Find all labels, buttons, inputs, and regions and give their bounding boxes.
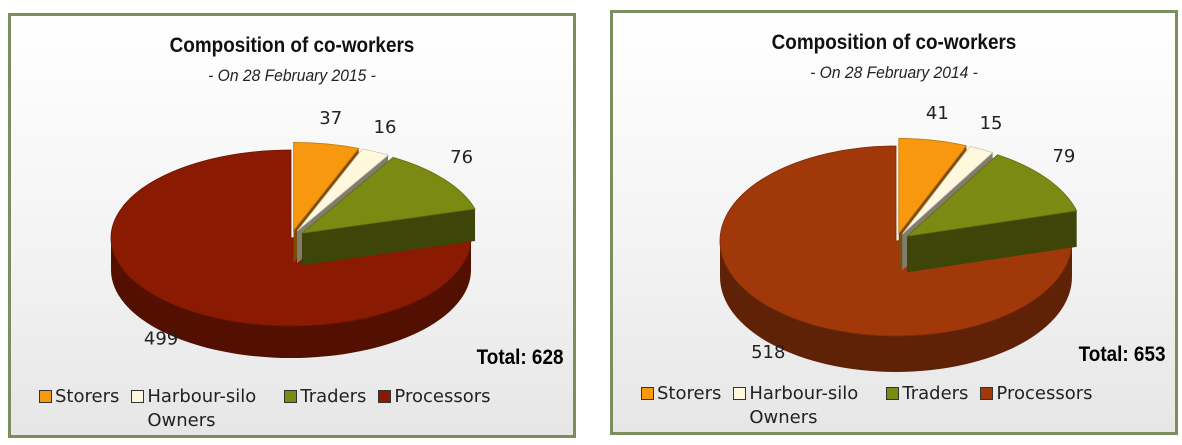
legend-label: Traders <box>902 383 969 404</box>
data-label: 76 <box>450 147 473 168</box>
total-annotation: Total: 628 <box>476 346 563 369</box>
chart-title: Composition of co-workers <box>169 34 415 57</box>
legend: Storers Harbour-silo Owners Traders Process… <box>39 385 503 433</box>
pie-chart: 37 16 76 499 <box>110 108 476 358</box>
chart-panel: 41 15 79 518 Composition of co-workers - On 2… <box>610 10 1178 435</box>
data-label: 37 <box>319 108 342 129</box>
slice-side <box>720 241 1072 372</box>
legend-swatch <box>39 390 52 403</box>
slice-side <box>111 238 471 358</box>
legend-label: Storers <box>657 383 722 404</box>
slice-top <box>293 142 360 232</box>
pie-slice <box>905 154 1078 273</box>
total-annotation: Total: 653 <box>1078 343 1165 366</box>
pie-chart: 41 15 79 518 <box>719 103 1078 372</box>
legend-swatch <box>641 387 654 400</box>
legend-label: Storers <box>55 386 120 407</box>
legend: Storers Harbour-silo Owners Traders Process… <box>641 382 1105 430</box>
legend-swatch <box>980 387 994 400</box>
data-label: 79 <box>1052 146 1075 167</box>
data-label: 16 <box>374 117 397 138</box>
legend-label: Processors <box>996 383 1093 404</box>
legend-swatch <box>131 390 145 403</box>
legend-label: Harbour-silo Owners <box>147 386 257 431</box>
chart-panel: 37 16 76 499 Composition of co-workers - On 2… <box>8 13 576 438</box>
legend-item: Traders <box>886 382 968 406</box>
slice-top <box>901 145 994 235</box>
chart-subtitle: - On 28 February 2015 - <box>208 66 376 85</box>
data-label: 41 <box>926 103 949 124</box>
legend-item: Traders <box>284 385 366 409</box>
slice-top <box>905 154 1078 237</box>
chart-title: Composition of co-workers <box>771 31 1017 54</box>
slice-top <box>110 149 472 327</box>
legend-label: Processors <box>394 386 491 407</box>
legend-label: Harbour-silo Owners <box>749 383 859 428</box>
slice-face <box>302 208 476 266</box>
data-label: 15 <box>980 113 1003 134</box>
legend-item: Harbour-silo Owners <box>131 385 272 433</box>
legend-item: Processors <box>378 385 491 409</box>
pie-slice <box>300 156 476 266</box>
slice-top <box>898 138 968 235</box>
legend-swatch <box>886 387 900 400</box>
legend-item: Storers <box>641 382 721 406</box>
slice-top <box>296 148 389 232</box>
slice-top <box>719 145 1073 337</box>
slice-top <box>300 156 476 234</box>
legend-label: Traders <box>300 386 367 407</box>
data-label: 518 <box>751 342 785 363</box>
legend-item: Storers <box>39 385 119 409</box>
data-label: 499 <box>144 328 178 349</box>
legend-swatch <box>733 387 747 400</box>
legend-item: Processors <box>980 382 1093 406</box>
legend-item: Harbour-silo Owners <box>733 382 874 430</box>
legend-swatch <box>284 390 298 403</box>
slice-face <box>907 210 1077 273</box>
legend-swatch <box>378 390 392 403</box>
chart-subtitle: - On 28 February 2014 - <box>810 63 978 82</box>
